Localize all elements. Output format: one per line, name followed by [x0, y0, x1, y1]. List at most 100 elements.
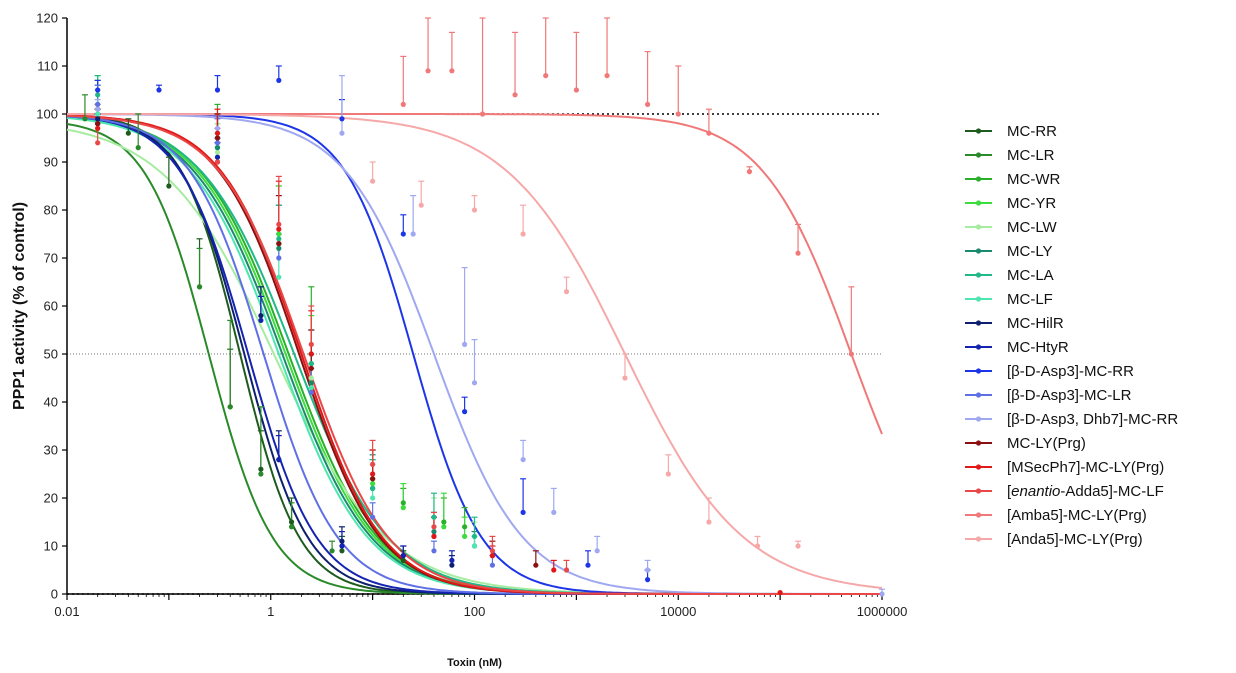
legend-swatch-marker: [975, 296, 982, 302]
legend-label: MC-LR: [1007, 147, 1055, 164]
legend-label: MC-LF: [1007, 291, 1053, 308]
data-point: [370, 476, 376, 482]
data-point: [308, 389, 314, 395]
data-point: [879, 591, 885, 597]
data-point: [706, 519, 712, 525]
data-point: [410, 231, 416, 237]
data-point: [400, 505, 406, 511]
data-point: [288, 524, 295, 530]
data-point: [258, 471, 264, 477]
data-point: [82, 116, 88, 122]
data-point: [400, 500, 406, 506]
legend-label: [Anda5]-MC-LY(Prg): [1007, 531, 1143, 548]
legend-swatch-marker: [975, 440, 982, 446]
data-point: [449, 562, 455, 568]
legend-item: MC-LW: [965, 219, 1058, 236]
legend-label: [enantio-Adda5]-MC-LF: [1007, 483, 1164, 500]
data-point: [370, 514, 376, 520]
data-point: [329, 548, 335, 554]
data-point: [644, 567, 651, 573]
data-point: [585, 562, 591, 568]
data-point: [462, 524, 468, 530]
data-point: [795, 250, 801, 256]
data-point: [551, 567, 557, 573]
legend-item: [Anda5]-MC-LY(Prg): [965, 531, 1143, 548]
legend-item: [β-D-Asp3, Dhb7]-MC-RR: [965, 411, 1178, 428]
data-point: [214, 130, 221, 136]
data-point: [166, 183, 172, 189]
data-point: [471, 533, 478, 540]
data-point: [370, 485, 376, 491]
data-point: [276, 457, 282, 463]
data-point: [489, 553, 496, 559]
data-point: [308, 351, 314, 357]
data-point: [276, 255, 282, 261]
data-point: [400, 231, 406, 237]
data-point: [471, 543, 478, 549]
data-point: [125, 130, 131, 136]
data-point: [431, 524, 437, 530]
legend-swatch-marker: [975, 152, 982, 158]
data-point: [339, 548, 345, 554]
legend-label: MC-LY(Prg): [1007, 435, 1086, 452]
data-point: [449, 68, 455, 74]
data-point: [431, 529, 437, 535]
data-point: [551, 509, 557, 515]
data-point: [214, 87, 221, 93]
data-point: [135, 145, 141, 151]
error-bars: [81, 17, 885, 594]
data-point: [339, 130, 345, 136]
data-point: [520, 231, 526, 237]
x-tick-label: 0.01: [54, 604, 79, 619]
data-point: [276, 221, 282, 227]
legend-item: [β-D-Asp3]-MC-RR: [965, 363, 1134, 380]
legend-item: MC-WR: [965, 171, 1060, 188]
y-tick-label: 80: [44, 203, 58, 218]
y-tick-label: 120: [36, 11, 58, 26]
data-point: [214, 140, 221, 146]
data-point: [214, 145, 221, 151]
fit-curve-17: [67, 113, 883, 589]
data-point: [512, 92, 518, 98]
legend-label: [β-D-Asp3]-MC-LR: [1007, 387, 1132, 404]
legend-item: MC-HtyR: [965, 339, 1069, 356]
data-point: [675, 111, 681, 117]
data-point: [214, 159, 221, 165]
y-tick-label: 100: [36, 107, 58, 122]
legend-label: [MSecPh7]-MC-LY(Prg): [1007, 459, 1164, 476]
legend-item: [enantio-Adda5]-MC-LF: [965, 483, 1164, 500]
legend-swatch-marker: [975, 128, 982, 134]
legend-label: [Amba5]-MC-LY(Prg): [1007, 507, 1147, 524]
legend-swatch-marker: [975, 392, 982, 398]
data-point: [339, 116, 345, 122]
data-point: [425, 68, 431, 74]
data-point: [276, 274, 282, 280]
y-tick-label: 10: [44, 539, 58, 554]
legend-item: [β-D-Asp3]-MC-LR: [965, 387, 1132, 404]
data-point: [479, 111, 486, 117]
legend-item: MC-HilR: [965, 315, 1064, 332]
data-point: [604, 73, 610, 79]
legend-label: MC-LA: [1007, 267, 1054, 284]
legend-label: MC-LW: [1007, 219, 1058, 236]
y-tick-label: 40: [44, 395, 58, 410]
legend-swatch-marker: [975, 464, 982, 470]
legend-swatch-marker: [975, 368, 982, 374]
data-point: [431, 533, 437, 540]
data-point: [449, 557, 455, 564]
legend-swatch-marker: [975, 344, 982, 350]
legend-swatch-marker: [975, 272, 982, 278]
data-point: [156, 87, 162, 93]
data-point: [563, 567, 570, 573]
data-point: [95, 125, 101, 131]
y-tick-label: 90: [44, 155, 58, 170]
legend-label: [β-D-Asp3]-MC-RR: [1007, 363, 1134, 380]
y-tick-label: 110: [37, 59, 58, 74]
data-point: [418, 202, 424, 208]
legend-swatch-marker: [975, 488, 982, 494]
data-point: [308, 365, 314, 371]
data-point: [276, 241, 282, 247]
data-point: [563, 289, 570, 295]
